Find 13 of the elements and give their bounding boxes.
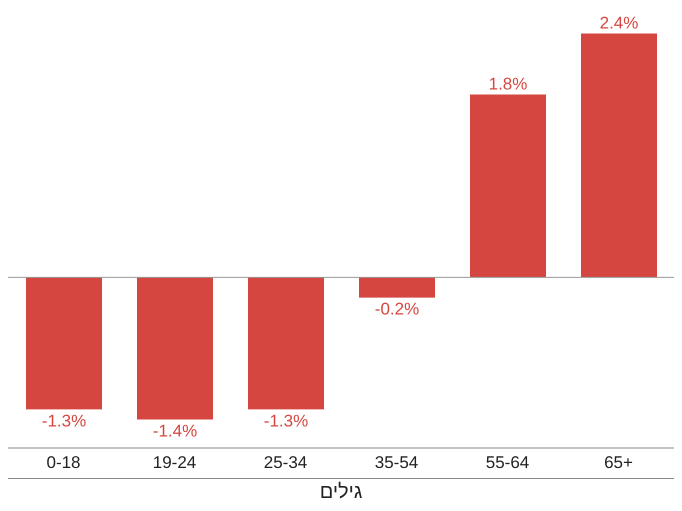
- data-label: 1.8%: [488, 74, 528, 94]
- x-tick-label: 0-18: [46, 453, 81, 472]
- x-axis-title: גילים: [8, 478, 674, 504]
- x-tick-label: 55-64: [486, 453, 530, 472]
- data-label: 2.4%: [600, 14, 638, 33]
- x-tick-label: 19-24: [152, 453, 196, 472]
- x-tick-label: 65+: [604, 453, 633, 472]
- x-tick-label: 35-54: [374, 453, 418, 472]
- data-label: -0.2%: [374, 300, 420, 319]
- data-label: -1.4%: [152, 422, 198, 441]
- data-label: -1.3%: [264, 411, 308, 430]
- x-tick-label: 25-34: [264, 453, 308, 472]
- data-label: -1.3%: [42, 411, 86, 430]
